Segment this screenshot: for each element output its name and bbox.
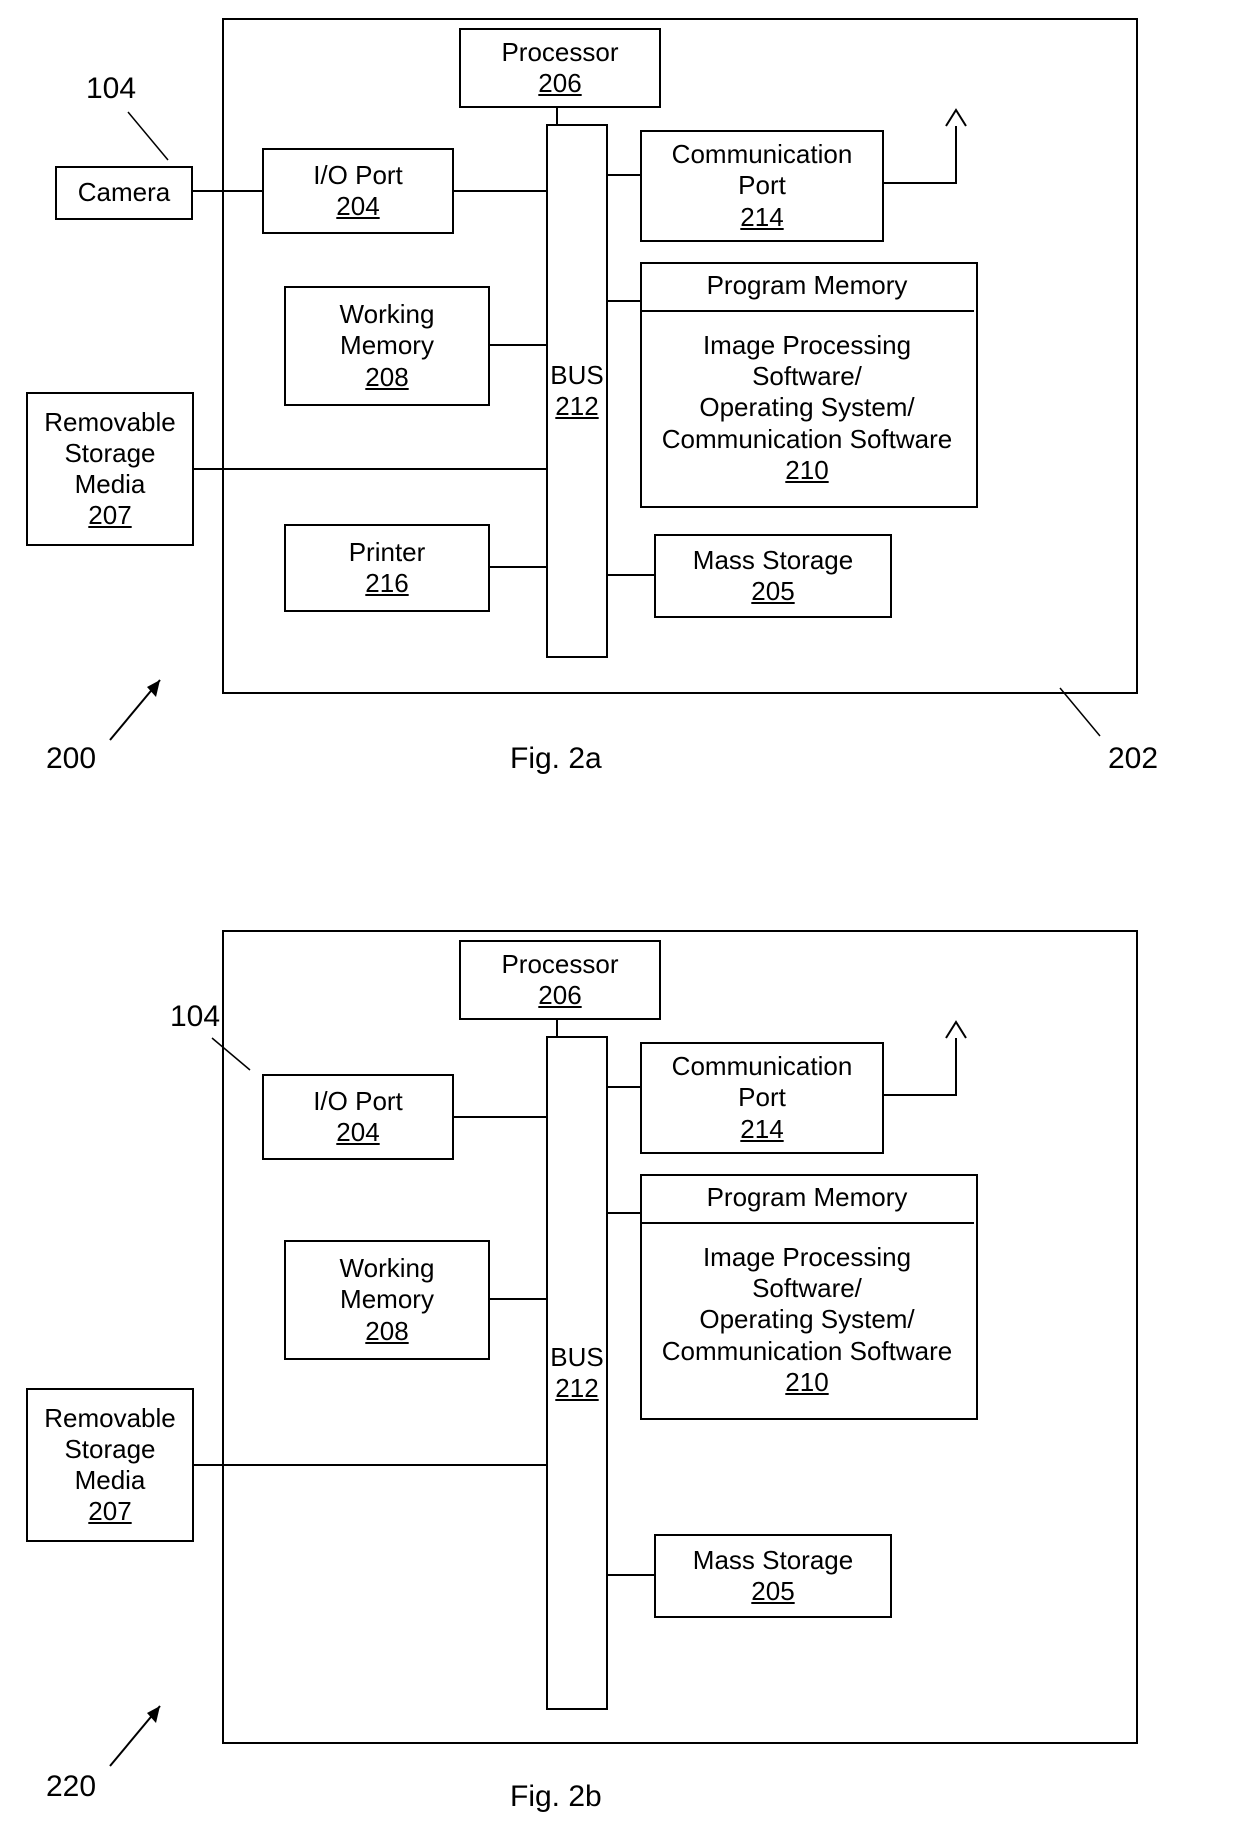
figure-caption-a: Fig. 2a (510, 742, 602, 776)
mass-storage-box-b: Mass Storage 205 (654, 1534, 892, 1618)
removable-storage-box-a: Removable Storage Media 207 (26, 392, 194, 546)
program-memory-num: 210 (785, 455, 828, 486)
program-memory-body-a: Image Processing Software/ Operating Sys… (640, 312, 974, 504)
working-memory-box-b: Working Memory 208 (284, 1240, 490, 1360)
conn-rsm-bus-b (192, 1464, 546, 1466)
ioport-num: 204 (336, 191, 379, 222)
working-memory-label1-b: Working (340, 1253, 435, 1284)
comm-port-label2-b: Port (738, 1082, 786, 1113)
conn-printer-bus (488, 566, 546, 568)
camera-box-a: Camera (55, 166, 193, 220)
ioport-label: I/O Port (313, 160, 403, 191)
working-memory-num-b: 208 (365, 1316, 408, 1347)
program-memory-body3-b: Operating System/ (699, 1304, 914, 1335)
conn-antenna-vert-b (955, 1038, 957, 1096)
removable-storage-label3-b: Media (75, 1465, 146, 1496)
working-memory-box-a: Working Memory 208 (284, 286, 490, 406)
ref-202-a: 202 (1108, 742, 1158, 776)
program-memory-body4-b: Communication Software (662, 1336, 952, 1367)
mass-storage-label-b: Mass Storage (693, 1545, 853, 1576)
conn-ioport-bus-b (452, 1116, 546, 1118)
comm-port-box-a: Communication Port 214 (640, 130, 884, 242)
conn-commport-antenna (882, 182, 956, 184)
conn-commport-antenna-b (882, 1094, 956, 1096)
mass-storage-num: 205 (751, 576, 794, 607)
conn-processor-bus-b (556, 1018, 558, 1036)
bus-box-a: BUS 212 (546, 124, 608, 658)
program-memory-title-a: Program Memory (640, 262, 974, 310)
figure-caption-b: Fig. 2b (510, 1780, 602, 1814)
processor-label-b: Processor (501, 949, 618, 980)
program-memory-body3: Operating System/ (699, 392, 914, 423)
conn-ioport-bus (452, 190, 546, 192)
conn-bus-massstorage (606, 574, 654, 576)
removable-storage-label1-b: Removable (44, 1403, 176, 1434)
working-memory-label1: Working (340, 299, 435, 330)
program-memory-title-text: Program Memory (707, 270, 908, 301)
processor-label: Processor (501, 37, 618, 68)
bus-num: 212 (555, 391, 598, 422)
page-canvas: Processor 206 BUS 212 I/O Port 204 Worki… (0, 0, 1240, 1833)
comm-port-box-b: Communication Port 214 (640, 1042, 884, 1154)
working-memory-num: 208 (365, 362, 408, 393)
removable-storage-label1: Removable (44, 407, 176, 438)
removable-storage-label2: Storage (64, 438, 155, 469)
mass-storage-num-b: 205 (751, 1576, 794, 1607)
comm-port-label2: Port (738, 170, 786, 201)
removable-storage-label3: Media (75, 469, 146, 500)
conn-camera-ioport (191, 190, 262, 192)
mass-storage-box-a: Mass Storage 205 (654, 534, 892, 618)
program-memory-body2: Software/ (752, 361, 862, 392)
bus-box-b: BUS 212 (546, 1036, 608, 1710)
bus-label: BUS (550, 360, 603, 391)
conn-bus-commport-b (606, 1086, 640, 1088)
removable-storage-num: 207 (88, 500, 131, 531)
removable-storage-box-b: Removable Storage Media 207 (26, 1388, 194, 1542)
ref-200-a: 200 (46, 742, 96, 776)
conn-wm-bus (488, 344, 546, 346)
ioport-box-a: I/O Port 204 (262, 148, 454, 234)
program-memory-title-b: Program Memory (640, 1174, 974, 1222)
program-memory-body1-b: Image Processing (703, 1242, 911, 1273)
conn-antenna-vert-a (955, 126, 957, 184)
processor-num-b: 206 (538, 980, 581, 1011)
camera-label: Camera (78, 177, 170, 208)
removable-storage-num-b: 207 (88, 1496, 131, 1527)
conn-bus-progmem (606, 300, 640, 302)
program-memory-body-b: Image Processing Software/ Operating Sys… (640, 1224, 974, 1416)
conn-bus-commport (606, 174, 640, 176)
processor-num: 206 (538, 68, 581, 99)
processor-box-b: Processor 206 (459, 940, 661, 1020)
mass-storage-label: Mass Storage (693, 545, 853, 576)
processor-box-a: Processor 206 (459, 28, 661, 108)
ioport-label-b: I/O Port (313, 1086, 403, 1117)
program-memory-body2-b: Software/ (752, 1273, 862, 1304)
program-memory-num-b: 210 (785, 1367, 828, 1398)
ref-104-a: 104 (86, 72, 136, 106)
conn-wm-bus-b (488, 1298, 546, 1300)
program-memory-body4: Communication Software (662, 424, 952, 455)
ref-220-b: 220 (46, 1770, 96, 1804)
conn-rsm-bus (192, 468, 546, 470)
bus-label-b: BUS (550, 1342, 603, 1373)
printer-box-a: Printer 216 (284, 524, 490, 612)
printer-num: 216 (365, 568, 408, 599)
printer-label: Printer (349, 537, 426, 568)
comm-port-num-b: 214 (740, 1114, 783, 1145)
comm-port-num: 214 (740, 202, 783, 233)
program-memory-body1: Image Processing (703, 330, 911, 361)
removable-storage-label2-b: Storage (64, 1434, 155, 1465)
working-memory-label2-b: Memory (340, 1284, 434, 1315)
working-memory-label2: Memory (340, 330, 434, 361)
comm-port-label1: Communication (672, 139, 853, 170)
ioport-num-b: 204 (336, 1117, 379, 1148)
ref-104-b: 104 (170, 1000, 220, 1034)
ioport-box-b: I/O Port 204 (262, 1074, 454, 1160)
bus-num-b: 212 (555, 1373, 598, 1404)
conn-bus-progmem-b (606, 1212, 640, 1214)
program-memory-title-text-b: Program Memory (707, 1182, 908, 1213)
conn-processor-bus (556, 106, 558, 124)
conn-bus-massstorage-b (606, 1574, 654, 1576)
comm-port-label1-b: Communication (672, 1051, 853, 1082)
